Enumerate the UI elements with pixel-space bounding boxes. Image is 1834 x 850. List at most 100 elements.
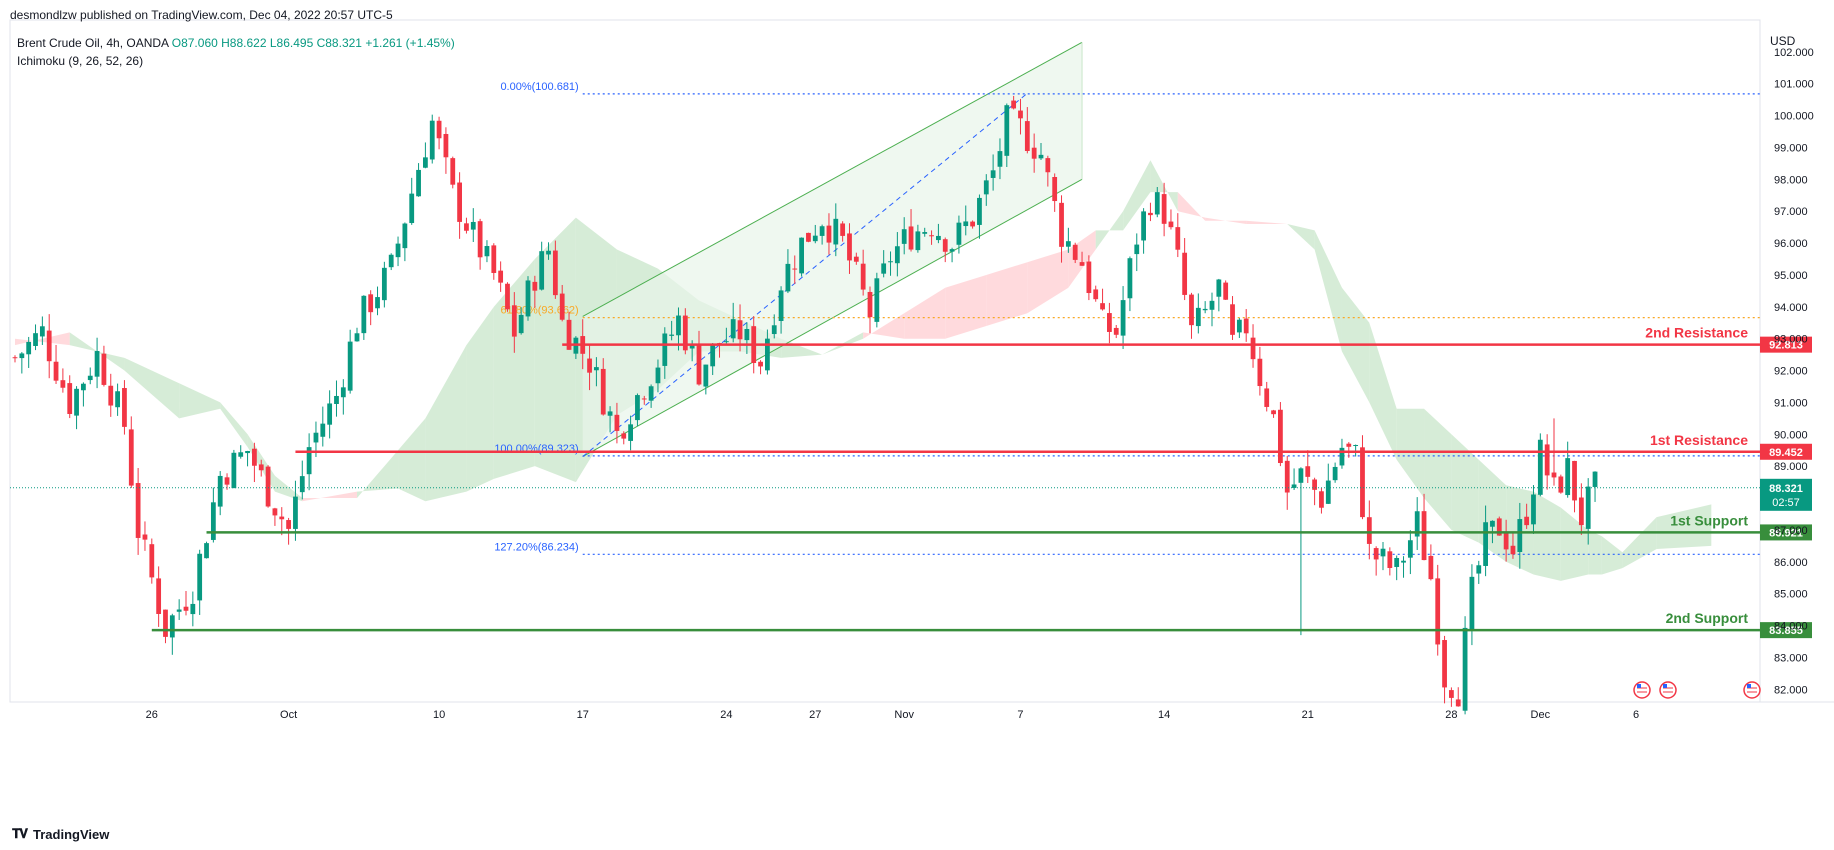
cloud-segment [863, 313, 905, 339]
candle-body [1503, 533, 1509, 550]
candle-body [142, 534, 148, 540]
candle-body [484, 246, 490, 257]
candle-body [169, 615, 175, 638]
channel-lower-line [582, 178, 1083, 458]
y-tick-label: 84.000 [1774, 621, 1808, 633]
candle-body [279, 516, 285, 520]
y-tick-label: 97.000 [1774, 206, 1808, 218]
change-value: +1.261 (+1.45%) [365, 36, 455, 50]
plot-frame [9, 19, 1834, 703]
flag-canton [1747, 684, 1751, 688]
y-tick-label: 95.000 [1774, 270, 1808, 282]
candle-body [559, 293, 565, 320]
cloud-segment [1095, 211, 1124, 250]
candle-body [1024, 121, 1030, 151]
candle-body [381, 267, 387, 301]
candle-body [1305, 466, 1311, 477]
candle-body [375, 297, 380, 309]
candle-body [696, 344, 702, 385]
cloud-segment [302, 491, 357, 502]
candle-body [210, 502, 216, 540]
candle-body [525, 280, 531, 317]
cloud-segment [1369, 322, 1397, 460]
candle-body [423, 157, 428, 168]
y-tick-label: 83.000 [1774, 652, 1808, 664]
candle-body [1052, 176, 1058, 202]
cloud-segment [1588, 529, 1602, 575]
candle-body [635, 395, 640, 421]
candle-body [1490, 520, 1495, 527]
candle-body [1476, 565, 1482, 574]
high-value: H88.622 [221, 36, 267, 50]
candle-body [744, 328, 750, 341]
candle-body [505, 283, 510, 310]
candle-body [1011, 100, 1017, 109]
candle-body [983, 180, 989, 195]
candle-body [682, 315, 688, 351]
candle-body [1510, 545, 1516, 555]
close-value: C88.321 [316, 36, 362, 50]
candle-body [1537, 439, 1543, 495]
cloud-segment [398, 418, 426, 502]
candle-body [949, 249, 955, 252]
indicator-label[interactable]: Ichimoku (9, 26, 52, 26) [17, 54, 144, 68]
level-name: 1st Resistance [1650, 432, 1748, 448]
symbol-label[interactable]: Brent Crude Oil, 4h, OANDA [17, 36, 169, 50]
candle-body [101, 353, 107, 385]
candle-body [655, 367, 661, 384]
candle-body [1086, 261, 1092, 294]
price-tag [1760, 622, 1812, 639]
candle-body [1531, 494, 1536, 525]
x-tick-label: 26 [146, 709, 158, 721]
cloud-segment [1533, 491, 1561, 581]
cloud-segment [124, 357, 180, 419]
candle-body [457, 182, 462, 222]
candle-body [710, 343, 716, 367]
candle-body [594, 367, 599, 371]
currency-label: USD [1770, 34, 1796, 48]
candle-body [258, 464, 264, 471]
x-tick-label: 6 [1633, 709, 1639, 721]
candle-body [881, 263, 887, 274]
cloud-segment [904, 287, 946, 339]
candle-body [1202, 308, 1208, 311]
candle-body [888, 261, 893, 263]
cloud-segment [274, 475, 303, 502]
level-name: 1st Support [1670, 512, 1748, 528]
candle-body [1175, 227, 1181, 250]
candle-body [1572, 460, 1577, 501]
y-tick-label: 99.000 [1774, 142, 1808, 154]
candle-body [799, 237, 804, 274]
candle-body [723, 341, 729, 343]
candle-body [224, 477, 230, 485]
channel-upper-line [582, 41, 1083, 317]
candle-body [963, 221, 969, 227]
candle-body [806, 232, 811, 242]
candle-body [361, 295, 367, 334]
candle-body [614, 414, 620, 431]
candle-body [33, 333, 38, 346]
candle-body [74, 388, 79, 416]
candle-body [566, 319, 572, 350]
candle-body [771, 325, 777, 335]
candle-body [217, 475, 223, 507]
candle-body [87, 375, 93, 381]
y-tick-label: 87.000 [1774, 525, 1808, 537]
price-tag-value: 86.921 [1769, 527, 1803, 539]
candle-body [1565, 458, 1571, 496]
candle-body [115, 391, 120, 408]
candle-body [1496, 518, 1502, 536]
candle-body [908, 226, 914, 250]
y-tick-label: 100.000 [1774, 111, 1814, 123]
cloud-segment [1396, 408, 1425, 499]
cloud-segment [1601, 536, 1623, 575]
candle-body [1428, 555, 1434, 580]
y-tick-label: 82.000 [1774, 684, 1808, 696]
candle-body [847, 233, 852, 261]
y-tick-label: 93.000 [1774, 334, 1808, 346]
candle-body [977, 197, 982, 225]
candle-body [368, 294, 374, 313]
candle-body [936, 235, 941, 241]
level-name: 2nd Support [1666, 610, 1749, 626]
